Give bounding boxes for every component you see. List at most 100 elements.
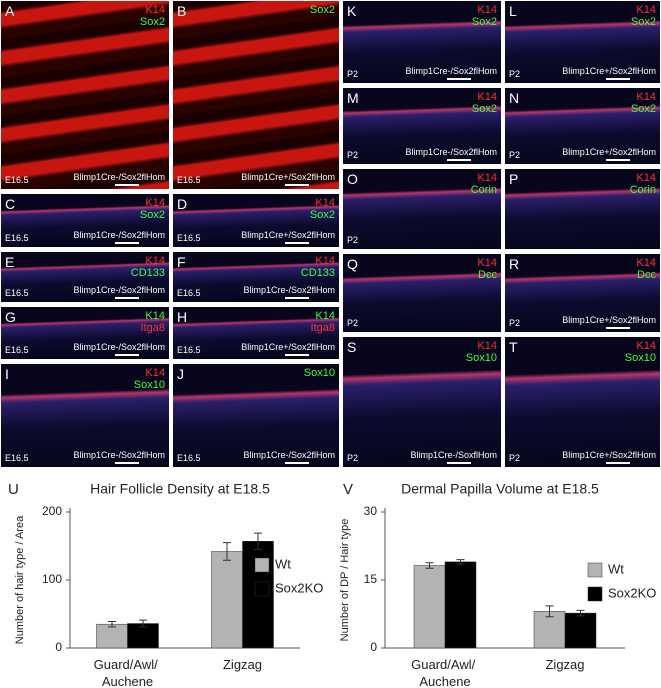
legend-swatch (587, 562, 603, 578)
marker-labels: K14 Sox2 (472, 91, 497, 115)
marker-labels: K14 Corin (471, 172, 497, 196)
y-tick-label: 30 (364, 504, 378, 518)
error-bar (139, 619, 147, 628)
scale-bar (606, 159, 630, 161)
marker-label: K14 (477, 340, 497, 352)
marker-labels: K14 Sox2 (631, 4, 656, 28)
marker-label: K14 (145, 255, 165, 267)
marker-label: K14 (636, 340, 656, 352)
legend-swatch (254, 581, 270, 597)
scale-bar (447, 159, 471, 161)
timepoint-label: P2 (509, 318, 521, 328)
timepoint-label: P2 (509, 69, 521, 79)
marker-labels: K14 Corin (630, 172, 656, 196)
error-bar (223, 542, 231, 561)
genotype-label: Blimp1Cre+/Sox2flHom (241, 230, 335, 240)
marker-labels: K14 Dcc (477, 257, 497, 281)
error-bar (108, 620, 116, 628)
micrograph-panel: H K14 Itga8 E16.5 Blimp1Cre+/Sox2flHom (172, 306, 340, 360)
panel-letter: R (509, 256, 520, 272)
panel-letter: N (509, 90, 520, 106)
marker-label: Sox10 (465, 352, 497, 364)
marker-label: Corin (629, 184, 656, 196)
panel-letter: S (347, 339, 357, 355)
marker-labels: K14 Itga8 (311, 310, 335, 334)
scale-bar (115, 184, 139, 186)
x-tick-label: Zigzag (545, 657, 584, 672)
marker-label: K14 (477, 172, 497, 184)
genotype-label: Blimp1Cre+/Sox2flHom (562, 315, 656, 325)
micrograph-panel: O K14 Corin P2 (342, 168, 502, 250)
marker-label: Itga8 (140, 322, 165, 334)
marker-label: K14 (315, 310, 335, 322)
marker-label: CD133 (130, 267, 165, 279)
micrograph-panel: A K14 Sox2 E16.5 Blimp1Cre-/Sox2flHom (0, 0, 170, 190)
bar (444, 561, 477, 649)
legend-swatch (254, 557, 270, 573)
micrograph-panel: Q K14 Dcc P2 (342, 253, 502, 333)
x-tick-label: Guard/Awl/ Auchene (411, 657, 479, 688)
scale-bar (606, 78, 630, 80)
y-axis-label: Number of hair type / Area (14, 515, 26, 644)
genotype-label: Blimp1Cre-/Sox2flHom (405, 147, 497, 157)
scale-bar (285, 354, 309, 356)
panel-letter: C (5, 196, 16, 212)
micrograph-panel: R K14 Dcc P2 Blimp1Cre+/Sox2flHom (504, 253, 661, 333)
marker-label: K14 (145, 310, 165, 322)
marker-label: Sox10 (303, 367, 335, 379)
panel-letter: L (509, 3, 517, 19)
legend-label: Sox2KO (275, 580, 323, 595)
timepoint-label: P2 (347, 69, 359, 79)
marker-label: K14 (477, 91, 497, 103)
marker-labels: K14 Sox10 (625, 340, 656, 364)
genotype-label: Blimp1Cre-/Sox2flHom (73, 450, 165, 460)
micrograph-panel: E K14 CD133 E16.5 Blimp1Cre-/Sox2flHom (0, 251, 170, 303)
micrograph-panel: N K14 Sox2 P2 Blimp1Cre+/Sox2flHom (504, 87, 661, 165)
y-tick-label: 200 (42, 504, 62, 518)
micrograph-panel: D K14 Sox2 E16.5 Blimp1Cre+/Sox2flHom (172, 193, 340, 248)
legend-label: Wt (275, 556, 291, 571)
genotype-label: Blimp1Cre+/Sox2flHom (562, 147, 656, 157)
genotype-label: Blimp1Cre-/Sox2flHom (73, 172, 165, 182)
timepoint-label: E16.5 (177, 233, 201, 243)
marker-label: Itga8 (310, 322, 335, 334)
marker-label: K14 (315, 255, 335, 267)
scale-bar (606, 462, 630, 464)
bar (564, 612, 597, 649)
timepoint-label: E16.5 (5, 175, 29, 185)
panel-letter: E (5, 254, 15, 270)
marker-label: K14 (145, 367, 165, 379)
genotype-label: Blimp1Cre-/Sox2flHom (243, 285, 335, 295)
marker-label: Dcc (478, 269, 497, 281)
marker-label: Corin (470, 184, 497, 196)
x-tick-label: Zigzag (223, 657, 262, 672)
panel-letter: M (347, 90, 359, 106)
micrograph-panel: M K14 Sox2 P2 Blimp1Cre-/Sox2flHom (342, 87, 502, 165)
timepoint-label: P2 (347, 453, 359, 463)
panel-letter: A (5, 3, 15, 19)
marker-label: K14 (636, 91, 656, 103)
error-bar (456, 559, 465, 565)
genotype-label: Blimp1Cre+/Sox2flHom (241, 172, 335, 182)
genotype-label: Blimp1Cre+/Sox2flHom (562, 66, 656, 76)
marker-labels: K14 Sox2 (631, 91, 656, 115)
panel-letter: U (8, 481, 19, 498)
micrograph-panel: F K14 CD133 E16.5 Blimp1Cre-/Sox2flHom (172, 251, 340, 303)
bar (96, 623, 128, 649)
marker-labels: K14 Sox2 (310, 197, 335, 221)
marker-labels: K14 Sox2 (472, 4, 497, 28)
marker-labels: K14 Dcc (636, 257, 656, 281)
genotype-label: Blimp1Cre+/Sox2flHom (562, 450, 656, 460)
legend-label: Wt (608, 561, 624, 576)
marker-label: K14 (315, 197, 335, 209)
panel-letter: O (347, 171, 358, 187)
timepoint-label: E16.5 (5, 288, 29, 298)
panel-letter: G (5, 309, 16, 325)
marker-labels: K14 Sox2 (140, 197, 165, 221)
timepoint-label: E16.5 (177, 453, 201, 463)
marker-label: Sox2 (630, 103, 656, 115)
genotype-label: Blimp1Cre-/SoxflHom (410, 450, 497, 460)
timepoint-label: P2 (347, 150, 359, 160)
scale-bar (285, 462, 309, 464)
